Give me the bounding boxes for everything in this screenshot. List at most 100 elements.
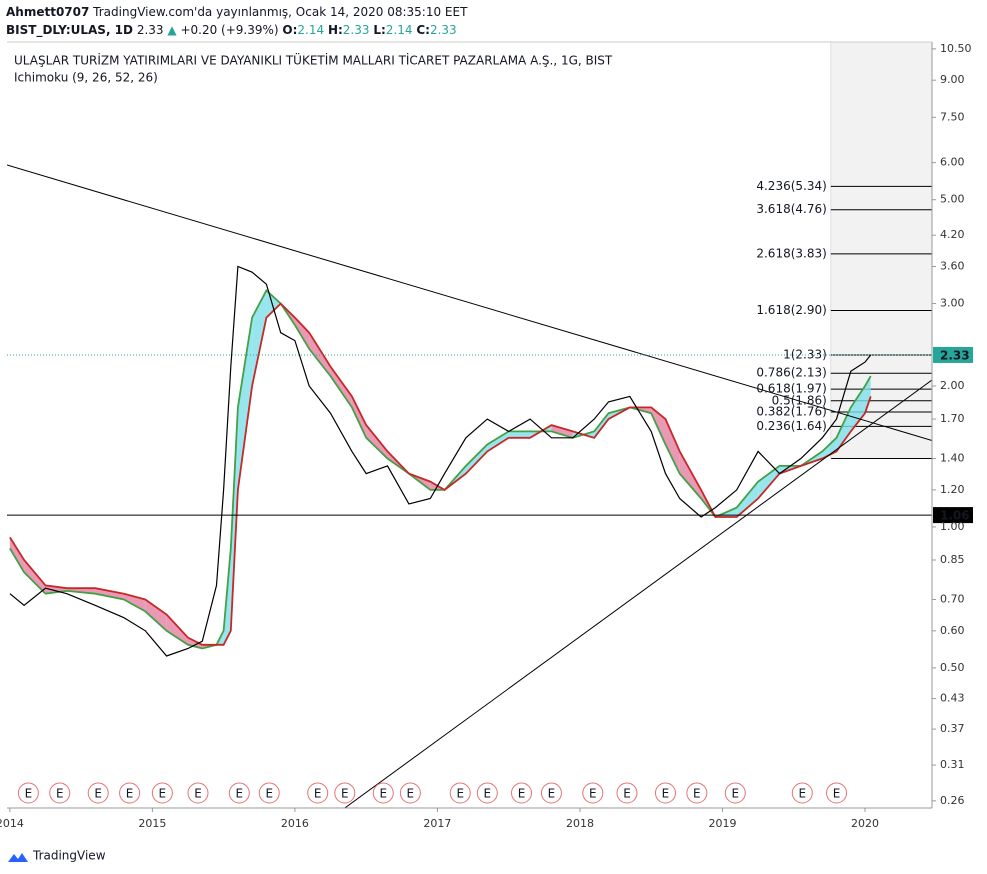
y-tick-label: 9.00 — [940, 73, 965, 86]
cloud — [294, 317, 310, 349]
y-tick-label: 3.00 — [940, 297, 965, 310]
event-label: E — [589, 787, 597, 801]
event-marker — [119, 782, 141, 804]
trendline — [344, 379, 932, 808]
y-tick-label: 1.20 — [940, 483, 965, 496]
x-tick-label: 2017 — [423, 817, 451, 830]
event-label: E — [94, 787, 102, 801]
event-marker — [399, 782, 421, 804]
event-marker — [511, 782, 533, 804]
y-tick-label: 10.50 — [940, 42, 972, 55]
fib-label: 0.236(1.64) — [756, 419, 826, 433]
x-tick-label: 2014 — [0, 817, 24, 830]
event-label: E — [25, 787, 33, 801]
price-label: 1.06 — [940, 509, 970, 523]
cloud — [145, 599, 167, 631]
event-label: E — [662, 787, 670, 801]
cloud — [665, 419, 680, 474]
y-tick-label: 5.00 — [940, 193, 965, 206]
cloud — [465, 444, 488, 474]
x-tick-label: 2018 — [566, 817, 594, 830]
high-label: H: — [328, 23, 343, 37]
event-marker — [582, 782, 604, 804]
event-marker — [307, 782, 329, 804]
y-tick-label: 6.00 — [940, 156, 965, 169]
event-label: E — [732, 787, 740, 801]
cloud — [252, 290, 267, 387]
author: Ahmett0707 — [6, 5, 89, 19]
fib-label: 1(2.33) — [783, 347, 827, 361]
event-label: E — [548, 787, 556, 801]
publish-line: Ahmett0707 TradingView.com'da yayınlanmı… — [6, 5, 468, 19]
cloud — [230, 407, 238, 631]
fib-label: 3.618(4.76) — [756, 202, 826, 216]
x-tick-label: 2015 — [138, 817, 166, 830]
event-marker — [826, 782, 848, 804]
logo-icon — [8, 853, 28, 862]
y-tick-label: 3.60 — [940, 260, 965, 273]
x-tick-label: 2016 — [281, 817, 309, 830]
event-marker — [49, 782, 71, 804]
event-label: E — [799, 787, 807, 801]
event-marker — [372, 782, 394, 804]
y-tick-label: 0.70 — [940, 592, 965, 605]
fib-label: 0.618(1.97) — [756, 382, 826, 396]
last: 2.33 — [137, 23, 164, 37]
event-marker — [476, 782, 498, 804]
event-label: E — [126, 787, 134, 801]
y-tick-label: 0.43 — [940, 692, 965, 705]
cloud — [850, 386, 866, 432]
event-marker — [654, 782, 676, 804]
cloud — [836, 407, 851, 452]
y-tick-label: 4.20 — [940, 228, 965, 241]
fib-label: 0.382(1.76) — [756, 405, 826, 419]
y-tick-label: 7.50 — [940, 110, 965, 123]
indicator-label: Ichimoku (9, 26, 52, 26) — [14, 71, 158, 85]
open: 2.14 — [297, 23, 324, 37]
event-label: E — [693, 787, 701, 801]
cloud — [508, 431, 531, 438]
price-label-box — [933, 346, 973, 363]
cloud-span — [9, 302, 872, 646]
fib-label: 0.786(2.13) — [756, 366, 826, 380]
low-label: L: — [373, 23, 385, 37]
close-label: C: — [416, 23, 430, 37]
cloud — [351, 396, 367, 438]
event-marker — [151, 782, 173, 804]
cloud — [551, 425, 573, 438]
cloud — [865, 376, 871, 414]
high: 2.33 — [343, 23, 370, 37]
y-tick-label: 0.31 — [940, 758, 965, 771]
cloud — [9, 537, 25, 573]
event-marker — [258, 782, 280, 804]
event-label: E — [379, 787, 387, 801]
cloud — [330, 366, 352, 408]
footer-logo: TradingView — [8, 849, 106, 863]
event-marker — [228, 782, 250, 804]
fib-label: 0.5(1.86) — [772, 393, 827, 407]
cloud — [758, 465, 780, 499]
low: 2.14 — [386, 23, 413, 37]
x-tick-label: 2019 — [708, 817, 736, 830]
event-marker — [791, 782, 813, 804]
cloud — [309, 332, 331, 377]
published: TradingView.com'da yayınlanmış, Ocak 14,… — [92, 5, 468, 19]
event-marker — [540, 782, 562, 804]
price-line — [9, 265, 872, 657]
y-tick-label: 0.60 — [940, 624, 965, 637]
symbol: BIST_DLY:ULAS, 1D — [6, 23, 133, 38]
price-label: 2.33 — [940, 348, 970, 362]
event-label: E — [341, 787, 349, 801]
y-tick-label: 0.50 — [940, 661, 965, 674]
x-tick-label: 2020 — [851, 817, 879, 830]
chart-title: ULAŞLAR TURİZM YATIRIMLARI VE DAYANIKLI … — [14, 52, 613, 68]
price-label-box — [933, 507, 973, 524]
event-marker — [87, 782, 109, 804]
y-tick-label: 1.70 — [940, 412, 965, 425]
event-label: E — [833, 787, 841, 801]
cloud — [736, 481, 759, 518]
event-label: E — [56, 787, 64, 801]
up-arrow: ▲ — [167, 23, 177, 37]
event-label: E — [518, 787, 526, 801]
